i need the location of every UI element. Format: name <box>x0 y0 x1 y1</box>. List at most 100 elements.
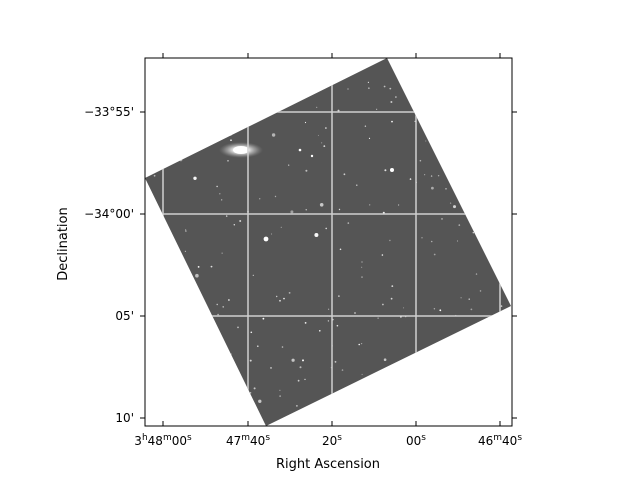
star <box>187 273 190 275</box>
x-tick-label: 00s <box>406 433 426 448</box>
star <box>395 96 397 98</box>
star <box>383 85 386 88</box>
star <box>257 345 259 348</box>
star <box>179 105 182 107</box>
bright-star <box>310 154 314 158</box>
star <box>392 392 394 394</box>
star <box>296 405 298 407</box>
star <box>485 179 488 182</box>
star <box>281 346 284 348</box>
star <box>424 174 426 176</box>
star <box>159 403 161 405</box>
star <box>165 70 167 72</box>
star <box>197 340 202 345</box>
star <box>240 91 242 93</box>
star <box>219 193 221 195</box>
star <box>305 209 307 211</box>
star <box>198 63 200 65</box>
star <box>479 366 482 369</box>
star <box>271 133 276 137</box>
star <box>358 343 361 346</box>
star <box>221 199 223 201</box>
star <box>421 237 423 239</box>
star <box>253 387 256 390</box>
star <box>373 390 375 392</box>
star <box>364 125 367 127</box>
star <box>347 88 349 90</box>
star <box>329 415 332 417</box>
star <box>481 353 483 355</box>
star <box>391 285 394 287</box>
star <box>453 205 456 209</box>
star <box>194 68 197 71</box>
star <box>183 90 186 93</box>
star <box>499 382 501 384</box>
bright-star <box>298 148 302 152</box>
star <box>273 78 277 81</box>
star <box>343 173 346 176</box>
star <box>168 88 170 90</box>
star <box>283 297 285 300</box>
star <box>505 140 507 142</box>
star <box>390 297 393 300</box>
star <box>490 137 493 139</box>
star <box>237 326 239 329</box>
star <box>462 395 465 397</box>
star <box>245 110 247 113</box>
star <box>470 308 473 311</box>
star <box>361 373 363 375</box>
star <box>398 204 400 206</box>
star <box>367 62 370 64</box>
star <box>446 393 448 395</box>
star <box>291 358 295 362</box>
star <box>216 185 218 188</box>
star <box>151 275 153 277</box>
star <box>487 348 489 350</box>
star <box>473 364 475 366</box>
sky-image <box>145 58 511 426</box>
x-tick-labels: 3h48m00s 47m40s 20s 00s 46m40s <box>134 433 522 448</box>
star <box>472 176 474 178</box>
star <box>259 198 261 200</box>
star <box>288 164 290 166</box>
star <box>439 127 441 129</box>
x-tick-label: 20s <box>322 433 342 448</box>
star <box>368 87 370 89</box>
star <box>230 139 232 141</box>
star <box>472 387 474 390</box>
star <box>249 392 252 394</box>
star <box>216 303 218 306</box>
star <box>156 254 158 256</box>
star <box>433 308 436 310</box>
star <box>475 273 478 275</box>
star <box>426 104 428 106</box>
star <box>497 102 499 105</box>
star <box>472 232 474 234</box>
star <box>482 123 484 126</box>
star <box>452 112 454 114</box>
star <box>217 313 219 316</box>
star <box>279 389 281 391</box>
bright-star <box>390 168 394 172</box>
star <box>358 412 360 414</box>
star <box>327 320 330 322</box>
star <box>480 157 481 159</box>
star <box>270 367 272 369</box>
star <box>299 89 301 92</box>
star <box>305 169 308 172</box>
star <box>184 250 186 252</box>
star <box>203 126 206 129</box>
star <box>343 414 346 416</box>
star <box>162 278 165 281</box>
star <box>339 248 342 251</box>
star <box>228 299 230 301</box>
star <box>276 295 278 298</box>
star <box>175 392 177 394</box>
star <box>165 81 167 83</box>
star <box>488 93 491 95</box>
star <box>470 131 472 133</box>
star <box>338 208 341 211</box>
star <box>196 362 198 364</box>
star <box>419 80 421 83</box>
star <box>319 330 321 332</box>
